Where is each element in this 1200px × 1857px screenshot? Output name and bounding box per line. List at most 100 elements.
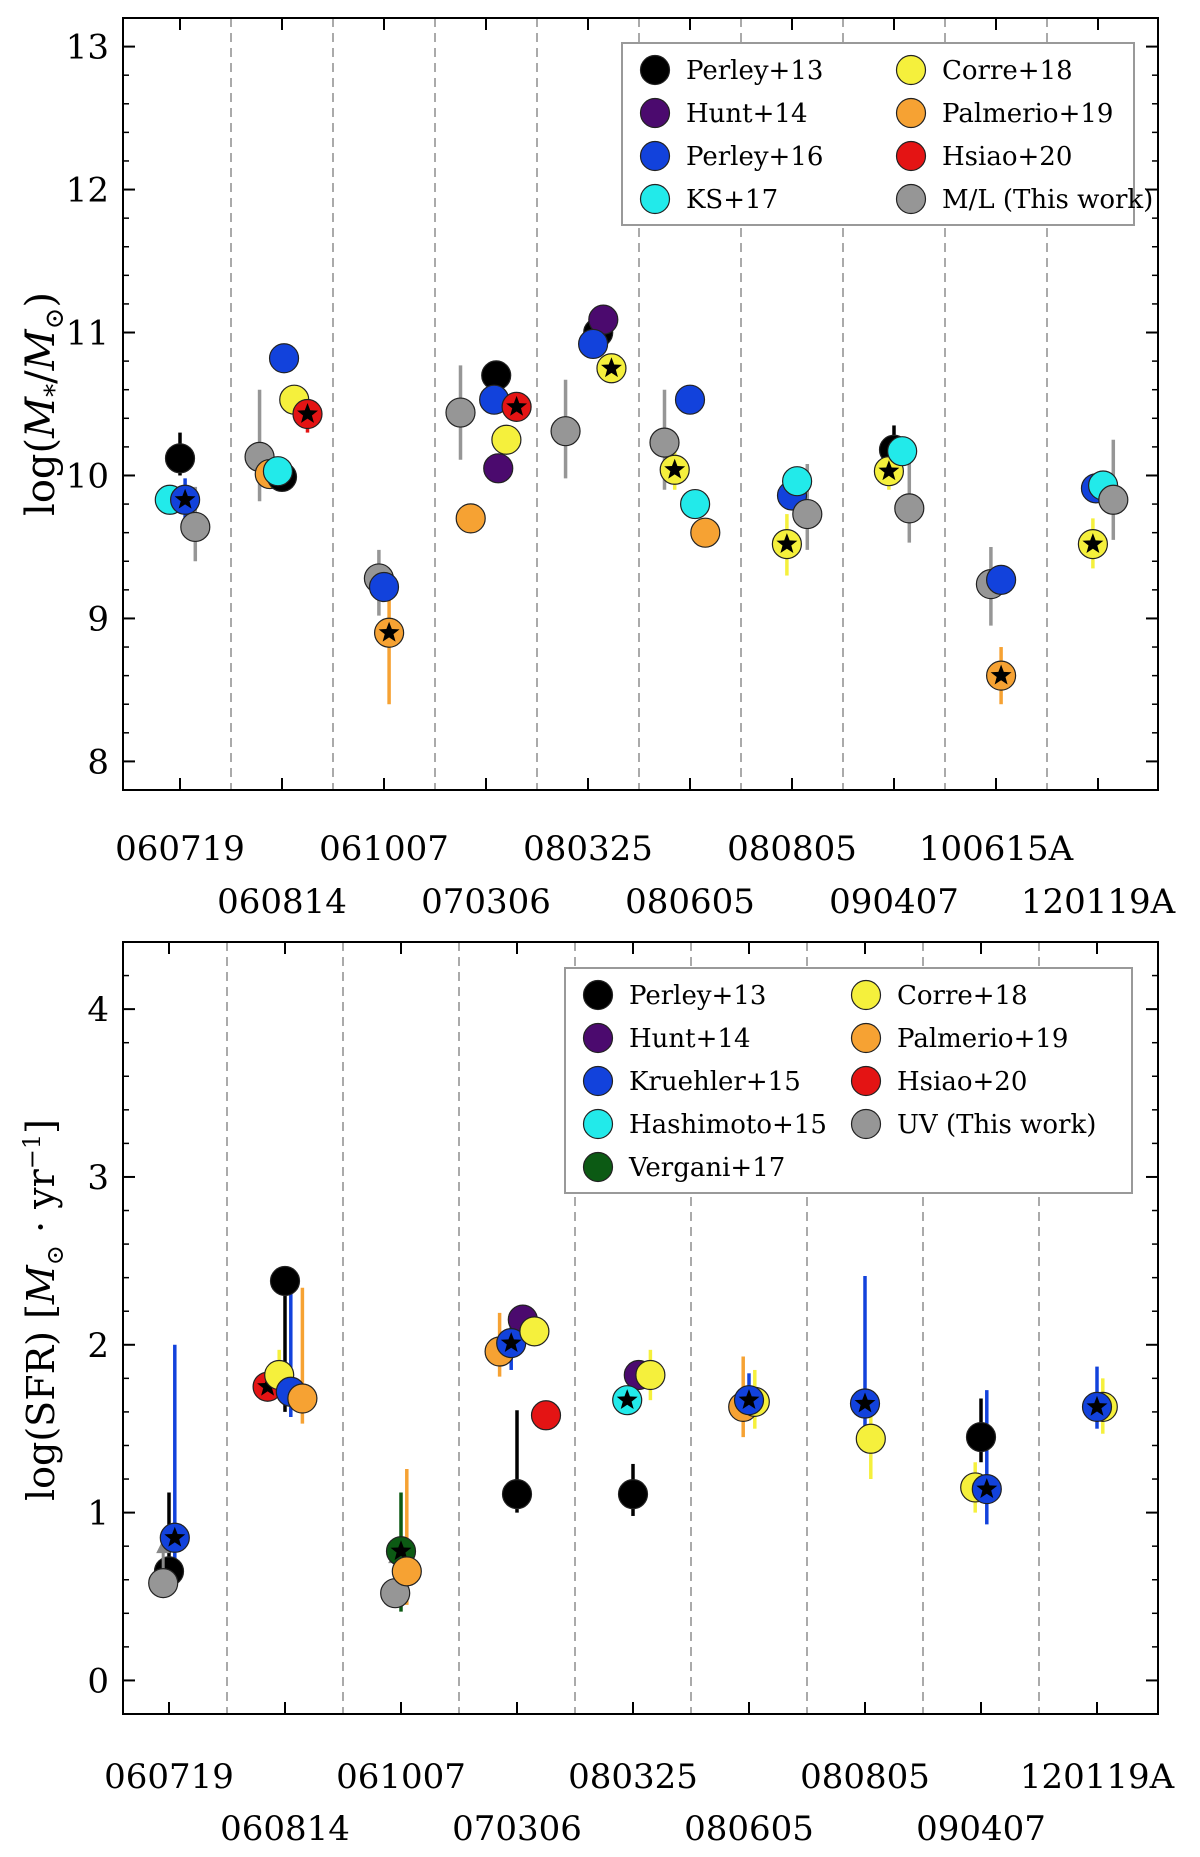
- legend-marker: [582, 979, 614, 1011]
- legend-item-perley-13: Perley+13: [582, 979, 766, 1011]
- y-tick-label: 12: [66, 171, 109, 211]
- x-tick-label: 120119A: [1021, 882, 1176, 922]
- legend: Perley+13 Hunt+14 Perley+16 KS+17 Corre+18 Pa…: [621, 42, 1153, 226]
- star-marker: [976, 1478, 998, 1499]
- data-point-perley-13: [965, 1421, 997, 1453]
- x-tick-label: 070306: [421, 882, 551, 922]
- y-tick-label: 8: [87, 742, 109, 782]
- star-marker: [854, 1392, 876, 1413]
- legend-label: Palmerio+19: [897, 1024, 1068, 1054]
- x-tick-label: 090407: [829, 882, 959, 922]
- legend-marker: [582, 1151, 614, 1183]
- legend-item-palmerio-19: Palmerio+19: [895, 97, 1113, 129]
- x-tick-label: 060814: [217, 882, 347, 922]
- data-point-m-l-this-work: [550, 416, 581, 447]
- legend-label: Corre+18: [897, 981, 1028, 1011]
- star-marker: [1086, 1395, 1108, 1416]
- data-point-perley-16: [985, 564, 1017, 595]
- star-marker: [990, 664, 1012, 685]
- legend-label: Palmerio+19: [942, 99, 1113, 129]
- legend: Perley+13 Hunt+14 Kruehler+15 Hashimoto+15 V…: [564, 967, 1133, 1194]
- y-tick-label: 1: [87, 1494, 109, 1534]
- data-point-perley-13: [269, 1265, 301, 1297]
- legend-marker: [850, 1022, 882, 1054]
- star-marker: [664, 458, 686, 479]
- y-tick-label: 9: [87, 599, 109, 639]
- data-point-hsiao-20: [530, 1400, 562, 1431]
- star-marker: [257, 1375, 279, 1396]
- star-marker: [164, 1526, 186, 1547]
- data-point-perley-16: [368, 571, 400, 603]
- plot-frame: [122, 17, 1159, 791]
- data-point-palmerio-19: [391, 1556, 422, 1587]
- legend-item-hsiao-20: Hsiao+20: [850, 1065, 1027, 1097]
- data-point-perley-16: [268, 343, 300, 374]
- star-marker: [506, 395, 528, 416]
- legend-marker: [639, 183, 671, 215]
- legend-marker: [582, 1022, 614, 1054]
- x-tick-label: 100615A: [919, 829, 1074, 869]
- star-marker: [776, 533, 798, 553]
- x-tick-label: 061007: [319, 829, 449, 869]
- legend-label: Perley+16: [686, 142, 823, 172]
- y-tick-label: 3: [87, 1158, 109, 1198]
- legend-marker: [850, 1065, 882, 1097]
- legend-label: Hashimoto+15: [629, 1110, 827, 1140]
- legend-item-corre-18: Corre+18: [895, 54, 1073, 86]
- star-marker: [601, 357, 622, 378]
- star-marker: [878, 460, 900, 481]
- legend-label: Hunt+14: [686, 99, 807, 129]
- legend-item-hunt-14: Hunt+14: [582, 1022, 750, 1054]
- star-marker: [174, 488, 196, 509]
- x-tick-label: 080605: [625, 882, 755, 922]
- legend-label: M/L (This work): [942, 185, 1153, 215]
- x-tick-label: 080325: [523, 829, 653, 869]
- y-tick-label: 0: [87, 1661, 109, 1701]
- data-point-ks-17: [679, 488, 711, 520]
- legend-frame: [621, 42, 1135, 226]
- star-marker: [616, 1389, 638, 1410]
- x-tick-label: 060719: [104, 1757, 234, 1797]
- legend-marker: [639, 54, 671, 86]
- x-tick-label: 080325: [568, 1757, 698, 1797]
- y-axis-label: log(SFR) [M⊙ · yr−1]: [18, 1119, 69, 1501]
- data-point-corre-18: [855, 1423, 886, 1454]
- data-point-corre-18: [519, 1316, 550, 1347]
- legend-item-uv-this-work: UV (This work): [850, 1108, 1096, 1140]
- star-marker: [1082, 533, 1104, 553]
- x-tick-label: 120119A: [1020, 1757, 1175, 1797]
- data-point-perley-13: [164, 443, 196, 474]
- data-point-m-l-this-work: [649, 427, 680, 458]
- data-point-hunt-14: [483, 453, 514, 484]
- data-point-corre-18: [491, 424, 522, 455]
- x-tick-label: 080805: [800, 1757, 930, 1797]
- y-tick-label: 13: [66, 28, 109, 68]
- x-tick-label: 060814: [220, 1809, 350, 1849]
- legend-label: KS+17: [686, 185, 778, 215]
- x-tick-label: 080805: [727, 829, 857, 869]
- x-tick-label: 080605: [684, 1809, 814, 1849]
- plot-frame: [122, 941, 1159, 1715]
- data-point-m-l-this-work: [180, 511, 211, 543]
- data-point-perley-13: [501, 1479, 533, 1510]
- legend-marker: [850, 979, 882, 1011]
- legend-marker: [895, 140, 927, 172]
- star-marker: [297, 403, 318, 423]
- x-tick-label: 070306: [452, 1809, 582, 1849]
- data-point-m-l-this-work: [445, 397, 476, 428]
- legend-label: Perley+13: [686, 56, 823, 86]
- y-tick-label: 4: [87, 990, 109, 1030]
- legend-item-ks-17: KS+17: [639, 183, 778, 215]
- legend-item-hashimoto-15: Hashimoto+15: [582, 1108, 827, 1140]
- data-point-ks-17: [781, 466, 813, 497]
- data-point-corre-18: [635, 1359, 666, 1391]
- legend-label: UV (This work): [897, 1110, 1096, 1140]
- legend-item-m-l-this-work: M/L (This work): [895, 183, 1153, 215]
- y-tick-label: 11: [66, 314, 109, 354]
- data-point-palmerio-19: [287, 1383, 318, 1414]
- sfr-panel: 0 1 2 3 4 060719 060814 061007 070306 080325 08060…: [18, 941, 1175, 1849]
- legend-frame: [564, 967, 1133, 1194]
- legend-marker: [582, 1065, 614, 1097]
- data-point-uv-this-work: [148, 1567, 179, 1599]
